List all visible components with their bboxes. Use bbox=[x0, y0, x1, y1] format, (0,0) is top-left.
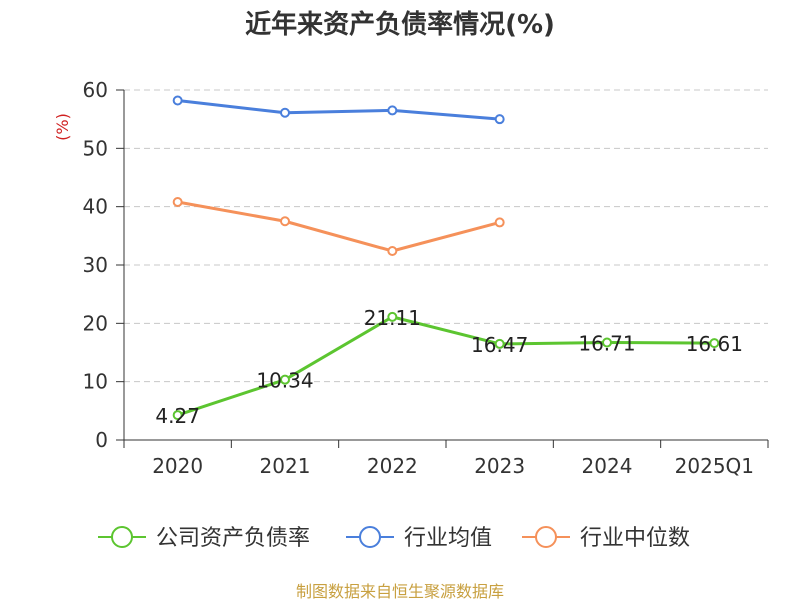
data-point bbox=[172, 95, 183, 106]
data-point bbox=[387, 105, 398, 116]
data-label: 16.61 bbox=[686, 332, 743, 356]
data-label: 10.34 bbox=[256, 369, 313, 393]
y-tick-label: 50 bbox=[83, 136, 108, 160]
data-point bbox=[494, 114, 505, 125]
legend-label: 行业中位数 bbox=[580, 526, 690, 551]
data-point bbox=[280, 374, 290, 385]
data-label: 21.11 bbox=[364, 306, 421, 330]
legend-marker bbox=[535, 526, 557, 548]
data-point bbox=[387, 311, 398, 322]
series-line bbox=[177, 315, 715, 417]
data-point bbox=[709, 338, 720, 349]
y-axis-label: (%) bbox=[53, 113, 72, 141]
legend-label: 行业均值 bbox=[404, 526, 492, 551]
data-label: 16.71 bbox=[578, 332, 635, 356]
data-label: 16.47 bbox=[471, 333, 528, 357]
legend-label: 公司资产负债率 bbox=[156, 526, 310, 551]
series-line bbox=[177, 200, 501, 253]
chart-title: 近年来资产负债率情况(%) bbox=[245, 10, 555, 40]
x-tick-label: 2022 bbox=[367, 454, 418, 478]
series-line bbox=[177, 99, 500, 121]
y-tick-label: 30 bbox=[83, 253, 108, 277]
x-tick-label: 2021 bbox=[260, 454, 311, 478]
x-tick-label: 2020 bbox=[152, 454, 203, 478]
data-point bbox=[280, 216, 290, 227]
legend-marker bbox=[111, 526, 133, 548]
y-tick-label: 0 bbox=[95, 428, 108, 452]
data-source-note: 制图数据来自恒生聚源数据库 bbox=[295, 582, 504, 601]
data-point bbox=[387, 246, 398, 256]
data-point bbox=[172, 410, 183, 421]
x-tick-label: 2023 bbox=[474, 454, 525, 478]
y-tick-label: 40 bbox=[83, 195, 108, 219]
data-point bbox=[494, 217, 505, 228]
y-tick-label: 10 bbox=[83, 370, 108, 394]
legend-marker bbox=[359, 526, 381, 548]
data-point bbox=[494, 338, 505, 349]
x-tick-label: 2025Q1 bbox=[675, 454, 754, 478]
data-point bbox=[172, 197, 183, 207]
data-label: 4.27 bbox=[155, 404, 200, 428]
y-tick-label: 60 bbox=[83, 78, 108, 102]
x-tick-label: 2024 bbox=[582, 454, 633, 478]
y-tick-label: 20 bbox=[83, 311, 108, 335]
data-point bbox=[280, 107, 290, 118]
data-point bbox=[602, 337, 612, 348]
